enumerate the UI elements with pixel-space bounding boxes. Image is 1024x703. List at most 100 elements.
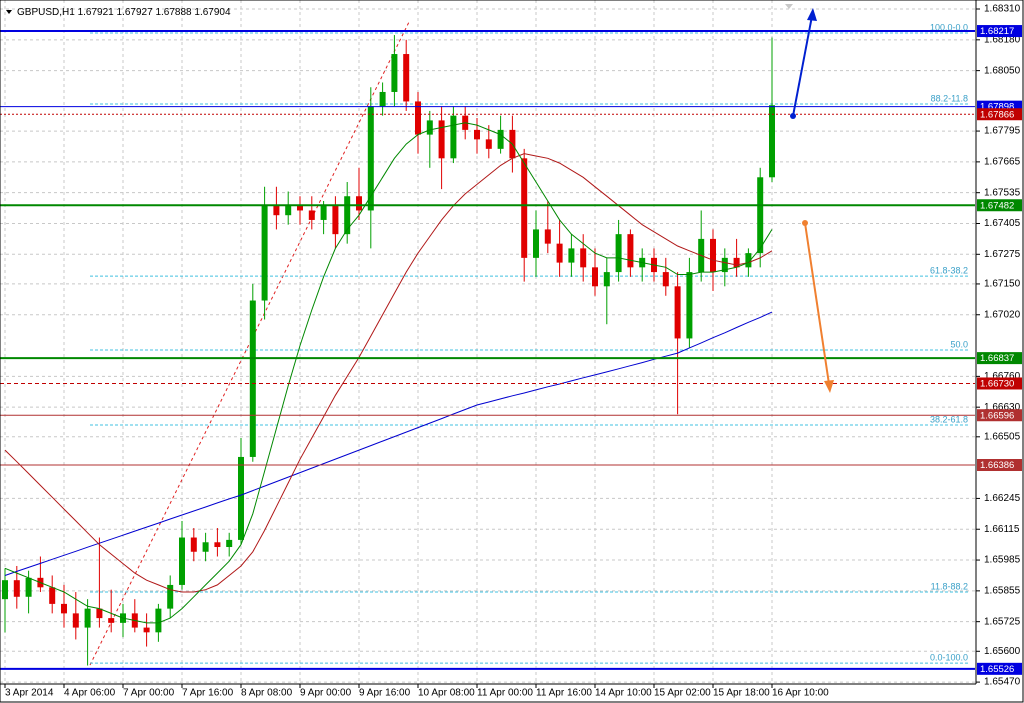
x-tick-label: 9 Apr 16:00 [359, 688, 411, 699]
x-tick-label: 15 Apr 02:00 [654, 688, 711, 699]
candle-body [379, 91, 386, 107]
candle-body [438, 120, 445, 159]
shift-marker [785, 4, 793, 9]
candle-body [485, 139, 492, 149]
candle-body [745, 253, 752, 268]
down-arrow-dot [802, 220, 808, 226]
candle-body [84, 608, 91, 628]
candle-body [238, 456, 244, 540]
fib-label: 38.2-61.8 [930, 414, 968, 424]
candle-body [108, 618, 115, 623]
candle-body [544, 229, 551, 244]
candle-body [403, 54, 410, 102]
candle-body [592, 267, 598, 287]
price-level-label: 1.66596 [980, 410, 1014, 421]
price-level-label: 1.68217 [980, 26, 1014, 37]
y-tick-label: 1.65985 [984, 555, 1021, 566]
candle-body [674, 286, 681, 339]
y-tick-label: 1.67275 [984, 249, 1021, 260]
price-level-label: 1.66730 [980, 378, 1014, 389]
fib-label: 50.0 [950, 339, 968, 349]
x-tick-label: 10 Apr 08:00 [418, 688, 475, 699]
price-level-label: 1.66386 [980, 460, 1014, 471]
candle-body [179, 537, 185, 585]
candle-body [474, 129, 480, 140]
up-arrow [792, 15, 813, 117]
grid [0, 0, 975, 684]
x-tick-label: 11 Apr 00:00 [477, 688, 533, 699]
candle-body [356, 196, 362, 211]
moving-average [4, 122, 773, 624]
candle-body [533, 229, 539, 258]
y-tick-label: 1.67665 [984, 157, 1021, 168]
candle-body [72, 613, 79, 628]
x-tick-label: 15 Apr 18:00 [713, 688, 770, 699]
price-level-box [977, 459, 1022, 472]
candle-body [226, 539, 233, 548]
candle-body [615, 234, 622, 273]
low-price: 1.67888 [155, 7, 192, 18]
candle-body [202, 542, 209, 552]
price-level-label: 1.67898 [980, 102, 1014, 113]
candle-body [190, 537, 197, 552]
candle-body [627, 234, 634, 268]
candle-body [155, 608, 162, 633]
y-tick-label: 1.66760 [984, 371, 1021, 382]
y-tick-label: 1.66630 [984, 402, 1021, 413]
up-arrow-head [807, 8, 817, 21]
candle-body [710, 238, 716, 273]
candle-body [61, 603, 67, 614]
price-level-box [977, 108, 1022, 121]
header: GBPUSD,H1 1.67921 1.67927 1.67888 1.6790… [17, 7, 231, 18]
y-tick-label: 1.67405 [984, 218, 1021, 229]
candle-body [556, 243, 563, 263]
up-arrow-dot [790, 113, 796, 119]
candle-body [261, 205, 268, 301]
candle-body [49, 587, 56, 604]
fib-label: 11.8-88.2 [931, 581, 968, 591]
candle-body [568, 248, 575, 263]
y-tick-label: 1.65855 [984, 585, 1021, 596]
candle-body [733, 257, 740, 268]
candle-body [285, 205, 292, 216]
candle-body [367, 106, 374, 211]
down-arrow [804, 222, 830, 385]
y-tick-label: 1.65600 [984, 646, 1021, 657]
candle-body [580, 248, 587, 268]
y-tick-label: 1.68180 [984, 34, 1021, 45]
candle-body [96, 608, 103, 619]
x-tick-label: 9 Apr 00:00 [300, 688, 352, 699]
price-level-box [977, 409, 1022, 422]
candle-body [249, 300, 256, 457]
candle-body [603, 272, 610, 287]
y-tick-label: 1.66115 [984, 524, 1020, 535]
candle-body [308, 210, 315, 220]
open-price: 1.67921 [78, 7, 115, 18]
high-price: 1.67927 [117, 7, 154, 18]
x-tick-label: 3 Apr 2014 [5, 688, 54, 699]
candle-body [757, 177, 764, 254]
moving-average [4, 153, 773, 593]
candle-body [167, 584, 174, 609]
candle-body [415, 101, 421, 135]
x-tick-label: 16 Apr 10:00 [772, 688, 829, 699]
candle-body [391, 54, 398, 92]
candle-body [521, 158, 528, 258]
y-tick-label: 1.68050 [984, 65, 1021, 76]
fib-label: 100.0-0.0 [930, 22, 968, 32]
x-tick-label: 8 Apr 08:00 [241, 688, 293, 699]
price-level-label: 1.67482 [980, 200, 1014, 211]
candle-body [320, 205, 327, 220]
x-tick-label: 11 Apr 16:00 [536, 688, 592, 699]
y-tick-label: 1.66505 [984, 431, 1021, 442]
candle-body [332, 205, 339, 235]
symbol: GBPUSD,H1 [17, 7, 75, 18]
price-level-box [977, 25, 1022, 38]
candle-body [214, 542, 221, 548]
candle-body [2, 580, 8, 600]
x-tick-label: 4 Apr 06:00 [64, 688, 116, 699]
y-tick-label: 1.67020 [984, 309, 1021, 320]
candle-body [721, 257, 728, 273]
